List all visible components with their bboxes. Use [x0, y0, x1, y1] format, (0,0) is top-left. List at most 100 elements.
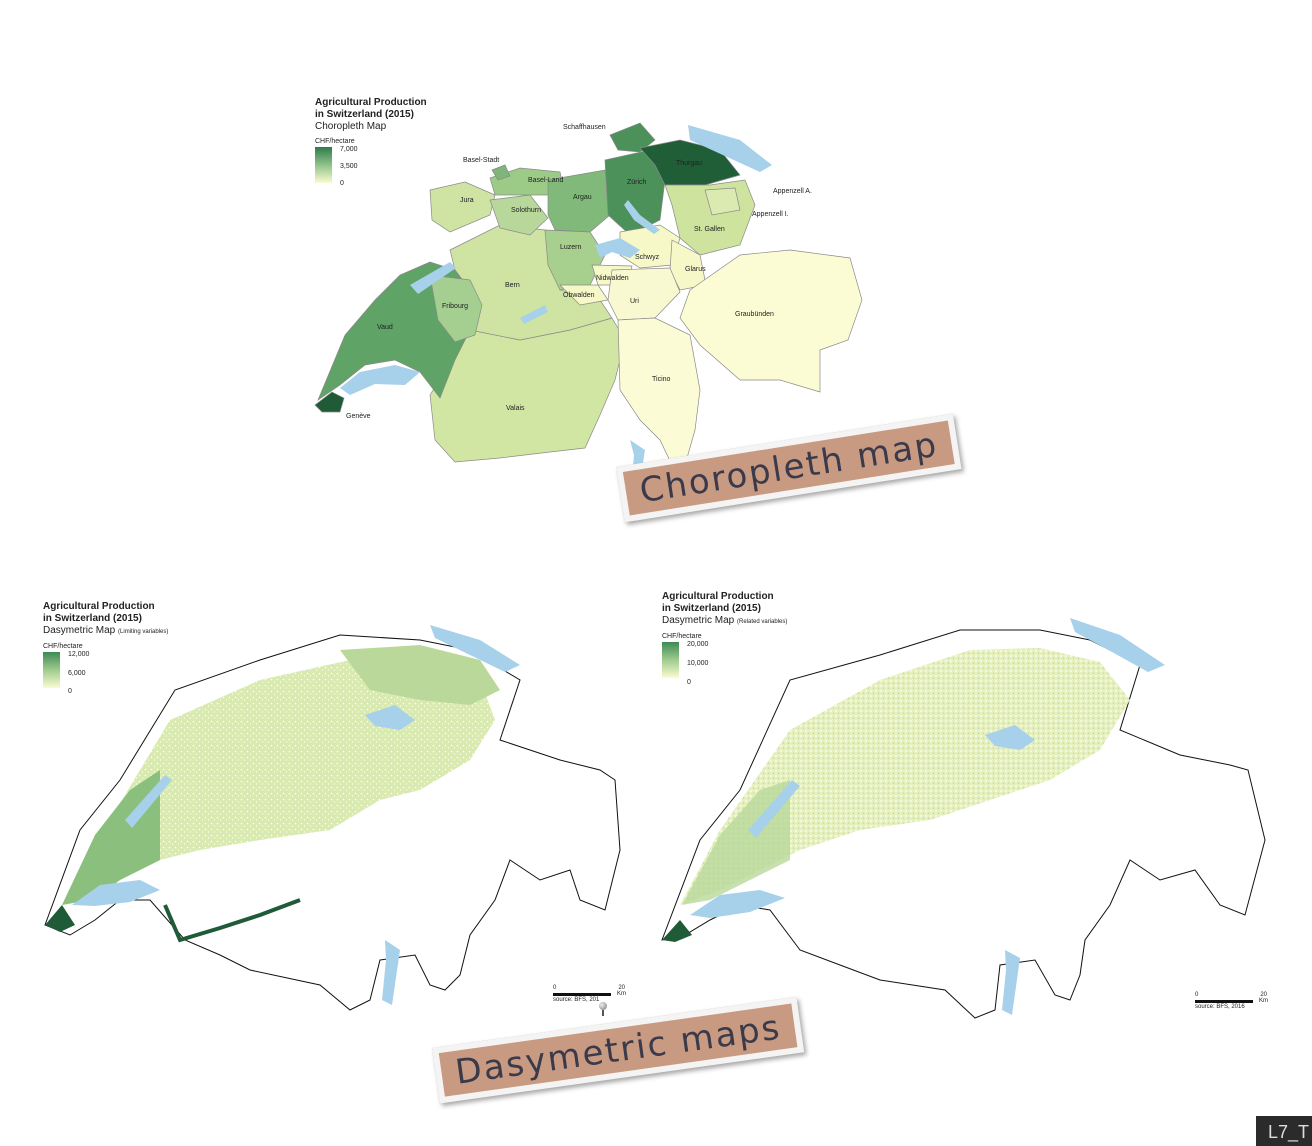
- dasy1-legend: 12,000 6,000 0: [43, 651, 213, 695]
- lake-neuchatel: [410, 262, 456, 294]
- legend-tick-max: 7,000: [340, 146, 358, 153]
- dasy1-scale-start: 0: [553, 985, 557, 991]
- pushpin-icon: [599, 1002, 607, 1016]
- dasy2-subtitle-main: Dasymetric Map: [662, 615, 735, 626]
- dasy2-legend-bar: [662, 642, 679, 678]
- dasy2-lake-geneva: [690, 890, 785, 918]
- dasy2-plateau-fill: [680, 648, 1130, 905]
- canton-appenzell: [704, 187, 741, 216]
- label-schaffhausen: Schaffhausen: [563, 124, 606, 131]
- label-solothurn: Solothurn: [511, 207, 541, 214]
- legend-tick-min: 0: [340, 180, 344, 187]
- dasy2-scalebar: 0 20 Km source: BFS, 2016: [1195, 992, 1271, 1010]
- canton-jura: [429, 181, 496, 233]
- label-basel-stadt: Basel-Stadt: [463, 157, 499, 164]
- dasy2-source: source: BFS, 2016: [1195, 1004, 1245, 1010]
- dasy2-subtitle: Dasymetric Map (Related variables): [662, 615, 832, 628]
- dasy1-northeast-mid: [340, 645, 500, 705]
- dasy1-legend-bar: [43, 652, 60, 688]
- dasy1-lake-geneva: [72, 880, 160, 906]
- label-valais: Valais: [506, 405, 525, 412]
- dasy2-scale-line: [1195, 999, 1253, 1003]
- dasy1-lake-neuchatel: [125, 775, 172, 828]
- choropleth-title-line2: in Switzerland (2015): [315, 109, 414, 120]
- dasy2-legend-tick-mid: 10,000: [687, 660, 709, 667]
- choropleth-legend-block: Agricultural Production in Switzerland (…: [315, 97, 455, 187]
- choropleth-legend-bar: [315, 147, 332, 183]
- dasy1-scale-end: 20: [618, 985, 625, 991]
- lake-geneva: [340, 365, 420, 395]
- label-luzern: Luzern: [560, 244, 582, 251]
- label-st-gallen: St. Gallen: [694, 226, 725, 233]
- canton-labels: Schaffhausen Basel-Stadt Thurgau Basel-L…: [346, 124, 812, 420]
- dasy2-scale-start: 0: [1195, 992, 1199, 998]
- dasy2-scale-unit: Km: [1259, 998, 1268, 1004]
- label-vaud: Vaud: [377, 324, 393, 331]
- canton-geneve: [314, 391, 345, 413]
- label-ticino: Ticino: [652, 376, 671, 383]
- label-bern: Bern: [505, 282, 520, 289]
- canton-solothurn: [489, 194, 549, 236]
- dasy1-lake-constance: [430, 625, 520, 672]
- dasy2-geneva-high: [662, 920, 692, 942]
- dasy1-geneva-high: [45, 905, 75, 932]
- canton-fribourg: [429, 274, 483, 343]
- label-schwyz: Schwyz: [635, 254, 660, 261]
- dasy2-west-mid: [682, 780, 790, 905]
- label-obwalden: Obwalden: [563, 292, 595, 299]
- label-argau: Argau: [573, 194, 592, 201]
- dasy1-title-line2: in Switzerland (2015): [43, 613, 142, 624]
- legend-tick-mid: 3,500: [340, 163, 358, 170]
- dasy1-subtitle-note: (Limiting variables): [118, 629, 169, 635]
- dasy1-scale-unit: Km: [617, 991, 626, 997]
- lake-constance: [688, 125, 772, 172]
- label-thurgau: Thurgau: [676, 160, 702, 167]
- dasy1-valais-strip: [163, 898, 301, 943]
- choropleth-unit: CHF/hectare: [315, 138, 355, 145]
- corner-tag-text: L7_T: [1268, 1122, 1310, 1142]
- dasy1-scalebar: 0 20 Km source: BFS, 201: [553, 985, 629, 1003]
- label-nidwalden: Nidwalden: [596, 275, 629, 282]
- dasy1-legend-tick-min: 0: [68, 688, 72, 695]
- dasy1-unit: CHF/hectare: [43, 643, 83, 650]
- dasy2-legend-tick-min: 0: [687, 679, 691, 686]
- dasy2-lake-neuchatel: [748, 780, 800, 838]
- lake-thun: [520, 305, 548, 324]
- label-geneve: Genève: [346, 413, 371, 420]
- dasy2-lake-constance: [1070, 618, 1165, 672]
- dasy2-unit: CHF/hectare: [662, 633, 702, 640]
- lake-lucerne: [595, 238, 640, 258]
- label-uri: Uri: [630, 298, 639, 305]
- label-appenzell-i: Appenzell I.: [752, 211, 789, 218]
- dasy1-subtitle: Dasymetric Map (Limiting variables): [43, 625, 213, 638]
- canton-basel-stadt: [491, 164, 511, 181]
- label-jura: Jura: [460, 197, 474, 204]
- dasy1-subtitle-main: Dasymetric Map: [43, 625, 116, 636]
- corner-tag: L7_T: [1256, 1116, 1312, 1146]
- dasy2-legend-tick-max: 20,000: [687, 641, 709, 648]
- dasy2-title-line1: Agricultural Production: [662, 591, 774, 602]
- dasy1-lake-lucerne: [365, 705, 415, 730]
- dasy1-scale-line: [553, 992, 611, 996]
- choropleth-title-line1: Agricultural Production: [315, 97, 427, 108]
- choropleth-subtitle: Choropleth Map: [315, 121, 387, 132]
- dasy2-lake-maggiore: [1002, 950, 1020, 1015]
- dasy2-legend: 20,000 10,000 0: [662, 641, 832, 686]
- label-basel-land: Basel-Land: [528, 177, 564, 184]
- dasy1-lake-maggiore: [382, 940, 400, 1005]
- choropleth-legend: 7,000 3,500 0: [315, 146, 455, 187]
- dasy1-legend-tick-mid: 6,000: [68, 670, 86, 677]
- dasy2-lake-lucerne: [985, 725, 1035, 750]
- dasy2-title-line2: in Switzerland (2015): [662, 603, 761, 614]
- lake-zurich: [624, 200, 660, 234]
- label-fribourg: Fribourg: [442, 303, 468, 310]
- label-zurich: Zürich: [627, 179, 647, 186]
- dasy1-title-line1: Agricultural Production: [43, 601, 155, 612]
- dasy1-source: source: BFS, 201: [553, 997, 600, 1003]
- label-appenzell-a: Appenzell A.: [773, 188, 812, 195]
- canton-schaffhausen: [609, 122, 656, 153]
- dasymetric-limiting-legend-block: Agricultural Production in Switzerland (…: [43, 601, 213, 695]
